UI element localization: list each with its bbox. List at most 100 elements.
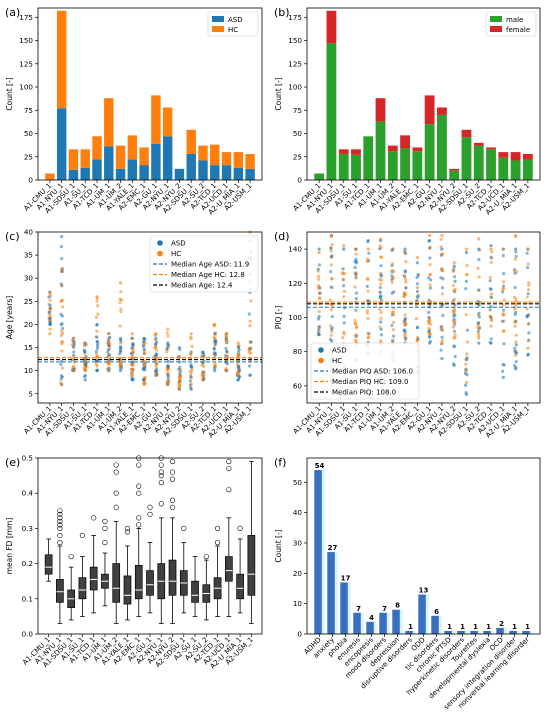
bar	[431, 615, 439, 634]
point-hc	[202, 373, 206, 377]
bar-female	[387, 145, 398, 152]
point-asd	[501, 375, 505, 379]
point-hc	[248, 319, 252, 323]
point-hc	[166, 334, 170, 338]
flier	[169, 458, 176, 465]
flier	[57, 511, 63, 517]
point-asd	[48, 303, 52, 307]
point-hc	[329, 308, 333, 312]
point-asd	[213, 369, 217, 373]
point-hc	[526, 288, 531, 292]
bar-male	[498, 157, 509, 180]
point-hc	[514, 300, 518, 304]
point-hc	[513, 353, 518, 357]
box-A1-SU_1	[78, 532, 87, 617]
point-hc	[96, 312, 100, 316]
point-hc	[353, 334, 357, 338]
point-asd	[526, 353, 530, 357]
point-asd	[155, 369, 159, 373]
bar-hc	[80, 149, 90, 168]
point-asd	[514, 343, 519, 347]
flier	[102, 525, 108, 532]
legend-label: HC	[332, 357, 342, 365]
bar	[379, 612, 387, 634]
point-hc	[440, 341, 444, 345]
point-asd	[403, 317, 407, 321]
point-hc	[94, 352, 99, 356]
legend-label: Median Age HC: 12.8	[171, 271, 245, 279]
point-asd	[82, 374, 87, 379]
point-hc	[440, 328, 445, 332]
flier	[214, 525, 221, 532]
flier	[57, 515, 63, 521]
point-asd	[95, 369, 99, 373]
point-asd	[142, 378, 146, 382]
point-hc	[490, 250, 494, 254]
box	[78, 577, 87, 600]
box-A1-YALE_1	[123, 525, 132, 621]
point-asd	[378, 247, 382, 251]
point-hc	[501, 287, 505, 291]
flier	[57, 539, 63, 546]
point-asd	[500, 319, 505, 323]
point-asd	[60, 326, 65, 330]
box-A2-UCD_1	[225, 458, 233, 617]
bar-female	[461, 129, 472, 138]
point-asd	[514, 360, 518, 364]
point-hc	[47, 312, 51, 316]
point-hc	[464, 247, 469, 251]
y-tick-label: 35	[24, 251, 33, 260]
y-tick-label: 30	[24, 274, 34, 283]
point-hc	[440, 339, 444, 343]
point-asd	[60, 314, 65, 318]
box	[112, 563, 121, 603]
bar-hc	[104, 98, 114, 147]
point-asd	[453, 321, 457, 326]
point-hc	[212, 335, 216, 340]
point-hc	[513, 233, 518, 238]
bar-female	[486, 147, 496, 150]
y-tick-label: 40	[24, 228, 34, 237]
point-asd	[501, 308, 506, 312]
bar-hc	[151, 95, 161, 144]
point-asd	[248, 373, 252, 377]
bar-hc	[245, 153, 255, 169]
legend-label: ASD	[228, 16, 243, 24]
point-asd	[415, 275, 419, 280]
y-axis-label: mean FD [mm]	[5, 518, 14, 575]
point-hc	[354, 326, 359, 330]
point-hc	[329, 324, 333, 328]
point-asd	[427, 330, 431, 334]
flier	[226, 465, 232, 472]
box-A1-UM_1	[101, 518, 109, 607]
point-asd	[353, 265, 357, 270]
point-hc	[316, 274, 321, 278]
point-hc	[154, 373, 158, 377]
point-hc	[177, 387, 182, 391]
y-tick-label: 150	[288, 36, 302, 45]
point-asd	[317, 263, 322, 267]
point-hc	[415, 286, 420, 290]
bar	[314, 470, 322, 634]
point-hc	[213, 364, 217, 368]
point-asd	[47, 316, 51, 320]
point-hc	[513, 324, 517, 328]
point-hc	[402, 292, 406, 296]
point-asd	[502, 342, 506, 346]
bar-female	[326, 10, 337, 44]
bar	[483, 630, 491, 634]
point-hc	[143, 375, 147, 379]
bar	[405, 630, 413, 634]
bar-hc	[233, 152, 244, 168]
bar-hc	[92, 136, 102, 160]
point-asd	[378, 290, 382, 294]
point-hc	[488, 276, 492, 280]
point-hc	[107, 369, 111, 373]
bar-hc	[198, 145, 208, 161]
flier	[169, 497, 176, 503]
bar-value-label: 1	[486, 623, 491, 631]
point-asd	[95, 344, 100, 348]
bar-hc	[56, 10, 67, 109]
point-asd	[130, 378, 134, 382]
